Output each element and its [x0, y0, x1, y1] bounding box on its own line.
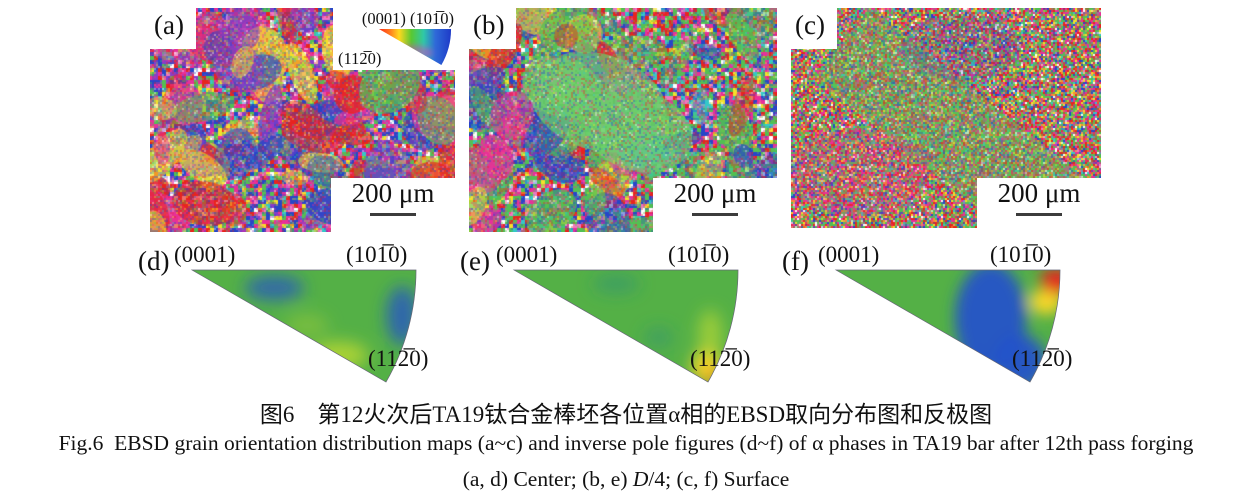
key-label-1120: (112̅0)	[338, 49, 382, 69]
caption-chinese: 图6 第12火次后TA19钛合金棒坯各位置α相的EBSD取向分布图和反极图	[259, 402, 993, 427]
caption-locations: (a, d) Center; (b, e) D/4; (c, f) Surfac…	[462, 467, 790, 491]
ipf-d-corner-1120: (112̅0)	[368, 346, 429, 371]
panel-label-b-text: (b)	[473, 10, 505, 40]
ebsd-maps-row: (a) (0001) (101̅0)	[150, 8, 1101, 232]
ipf-label-f: (f)	[782, 246, 809, 276]
scale-text-c: 200 μm	[997, 178, 1081, 208]
ipf-f-corner-1120: (112̅0)	[1012, 346, 1073, 371]
ipf-f-corner-1010: (101̅0)	[990, 242, 1052, 267]
ipf-e-corner-0001: (0001)	[496, 242, 558, 267]
panel-label-b: (b)	[469, 8, 517, 49]
key-label-0001: (0001)	[361, 9, 406, 28]
ipf-color-key: (0001) (101̅0) (11	[333, 8, 455, 70]
panel-label-a-text: (a)	[154, 10, 184, 40]
scale-line-b	[692, 212, 738, 216]
ipf-row: (d) (0001) (101̅0) (112̅0) (e) (0001) (1…	[138, 242, 1104, 394]
ebsd-map-panel-b: (b) 200 μm	[469, 8, 777, 232]
scale-bar-b: 200 μm	[653, 178, 777, 232]
ipf-panel-f: (f) (0001) (101̅0) (112̅0)	[782, 242, 1104, 394]
scale-text-a: 200 μm	[351, 178, 435, 208]
scale-line-a	[370, 212, 416, 216]
scale-bar-c: 200 μm	[977, 178, 1101, 232]
panel-label-c: (c)	[791, 8, 837, 49]
ipf-wedge-e	[512, 269, 739, 383]
ipf-panel-d: (d) (0001) (101̅0) (112̅0)	[138, 242, 460, 394]
ipf-wedge-d	[190, 269, 417, 383]
panel-label-c-text: (c)	[795, 10, 825, 40]
panel-label-a: (a)	[150, 8, 196, 49]
ipf-f-corner-0001: (0001)	[818, 242, 880, 267]
ipf-label-e: (e)	[460, 246, 490, 276]
ipf-d-corner-1010: (101̅0)	[346, 242, 408, 267]
ipf-d-corner-0001: (0001)	[174, 242, 236, 267]
color-key-wedge-icon	[378, 28, 452, 66]
ipf-panel-e: (e) (0001) (101̅0) (112̅0)	[460, 242, 782, 394]
ebsd-map-panel-a: (a) (0001) (101̅0)	[150, 8, 455, 232]
scale-text-b: 200 μm	[673, 178, 757, 208]
ebsd-map-panel-c: (c) 200 μm	[791, 8, 1101, 232]
ipf-e-corner-1010: (101̅0)	[668, 242, 730, 267]
scale-bar-a: 200 μm	[331, 178, 455, 232]
ipf-e-corner-1120: (112̅0)	[690, 346, 751, 371]
ipf-label-d: (d)	[138, 246, 170, 276]
key-label-1010: (101̅0)	[410, 9, 454, 28]
scale-line-c	[1016, 212, 1062, 216]
ipf-wedge-f	[834, 269, 1061, 383]
caption-english: Fig.6 EBSD grain orientation distributio…	[58, 431, 1194, 455]
